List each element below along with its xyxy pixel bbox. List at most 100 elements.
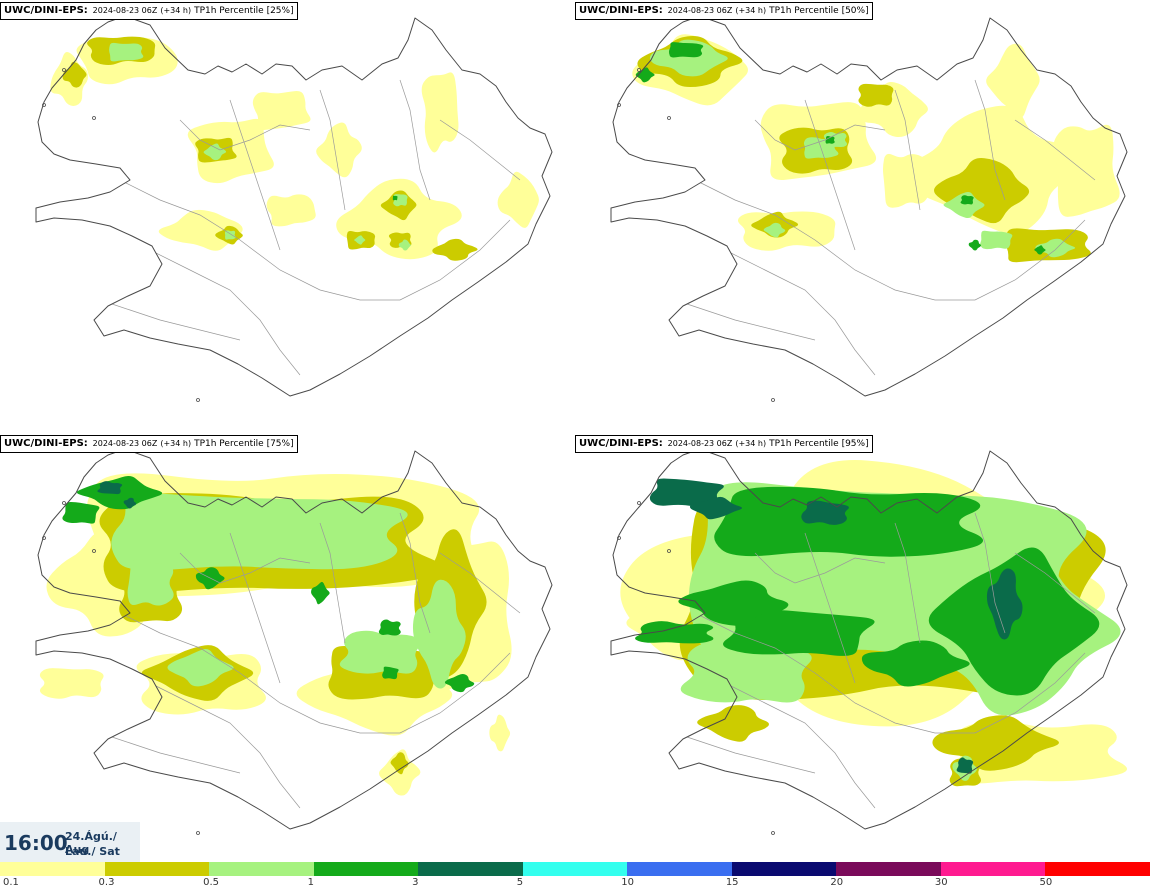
road-line	[674, 299, 816, 341]
precip-area	[928, 547, 1100, 696]
precip-area	[316, 122, 362, 178]
precip-area	[649, 478, 724, 507]
scale-tick-label: 3	[412, 877, 419, 888]
road-line	[149, 249, 301, 376]
valid-hour: 16:00	[4, 831, 68, 855]
road-line	[99, 732, 241, 774]
precip-layer	[620, 460, 1128, 787]
scale-swatch	[1045, 862, 1150, 876]
scale-tick-label: 0.3	[98, 877, 115, 888]
model-name: UWC/DINI-EPS	[4, 438, 84, 449]
precip-area	[986, 43, 1040, 118]
field-name: TP1h Percentile [95%]	[769, 439, 869, 449]
valid-date: 24.Ágú./ Aug	[65, 830, 117, 856]
lead-time: (+34 h)	[160, 6, 192, 15]
precip-area	[635, 621, 714, 644]
lead-time: (+34 h)	[160, 439, 192, 448]
road-line	[724, 682, 876, 809]
coastline	[610, 15, 1128, 397]
precip-area	[158, 209, 243, 251]
scale-swatch	[940, 862, 1046, 876]
model-name: UWC/DINI-EPS	[579, 438, 659, 449]
precip-area	[203, 143, 227, 161]
map-panel-p25: UWC/DINI-EPS: 2024-08-23 06Z (+34 h) TP1h …	[0, 0, 575, 430]
road-network	[99, 79, 521, 376]
scale-swatch	[522, 862, 628, 876]
precip-area	[421, 72, 459, 153]
panel-title: UWC/DINI-EPS: 2024-08-23 06Z (+34 h) TP1h …	[575, 435, 873, 453]
scale-swatch	[104, 862, 210, 876]
island	[196, 398, 200, 402]
map-panel-p50: UWC/DINI-EPS: 2024-08-23 06Z (+34 h) TP1h …	[575, 0, 1150, 430]
road-line	[99, 299, 241, 341]
road-line	[754, 119, 886, 151]
island	[667, 116, 671, 120]
precip-layer	[39, 473, 512, 796]
island	[92, 116, 96, 120]
precip-area	[960, 195, 974, 205]
precip-area	[252, 91, 311, 131]
precip-layer	[632, 34, 1120, 263]
field-name: TP1h Percentile [75%]	[194, 439, 294, 449]
run-time: 2024-08-23 06Z	[667, 6, 733, 15]
color-scale-bar	[0, 862, 1150, 876]
title-separator: :	[83, 5, 88, 16]
precip-area	[39, 668, 104, 699]
precip-area	[62, 501, 100, 524]
road-line	[229, 532, 281, 684]
title-separator: :	[658, 5, 663, 16]
precip-area	[714, 486, 984, 557]
precip-area	[311, 581, 330, 605]
scale-tick-label: 1	[307, 877, 314, 888]
precip-area	[266, 194, 316, 227]
precip-map	[35, 448, 553, 835]
precip-area	[1035, 238, 1076, 258]
island	[771, 398, 775, 402]
lead-time: (+34 h)	[735, 439, 767, 448]
road-line	[674, 732, 816, 774]
model-name: UWC/DINI-EPS	[4, 5, 84, 16]
precip-area	[932, 715, 1059, 771]
precip-area	[1053, 124, 1120, 217]
scale-swatch	[836, 862, 941, 876]
road-line	[894, 89, 921, 211]
island	[617, 536, 621, 540]
precip-area	[723, 609, 875, 656]
precip-area	[412, 579, 466, 689]
precip-area	[390, 752, 409, 775]
road-line	[439, 119, 521, 181]
scale-swatch	[731, 862, 837, 876]
precip-area	[109, 42, 144, 62]
island	[771, 831, 775, 835]
scale-tick-label: 50	[1039, 877, 1053, 888]
road-line	[229, 99, 281, 251]
road-line	[894, 522, 921, 644]
island	[62, 501, 66, 505]
road-line	[694, 612, 1086, 734]
map-panel-p95: UWC/DINI-EPS: 2024-08-23 06Z (+34 h) TP1h …	[575, 433, 1150, 863]
precip-layer	[50, 36, 539, 261]
precip-area	[680, 641, 812, 703]
precip-area	[858, 83, 894, 107]
precip-area	[378, 619, 401, 636]
precip-area	[649, 39, 728, 77]
precip-area	[943, 192, 985, 219]
road-line	[319, 522, 346, 644]
island	[196, 831, 200, 835]
precip-area	[97, 481, 123, 495]
scale-swatch	[0, 862, 105, 876]
precip-area	[382, 666, 399, 680]
road-line	[149, 682, 301, 809]
precip-area	[678, 580, 789, 626]
precip-area	[763, 222, 786, 238]
coastline	[610, 448, 1128, 830]
precip-area	[127, 558, 174, 606]
road-line	[399, 79, 431, 201]
precip-area	[497, 171, 539, 228]
run-time: 2024-08-23 06Z	[92, 439, 158, 448]
scale-tick-label: 0.5	[203, 877, 219, 888]
panel-title: UWC/DINI-EPS: 2024-08-23 06Z (+34 h) TP1h …	[0, 435, 298, 453]
road-network	[674, 79, 1096, 376]
panel-title: UWC/DINI-EPS: 2024-08-23 06Z (+34 h) TP1h …	[575, 2, 873, 20]
precip-area	[111, 493, 408, 571]
